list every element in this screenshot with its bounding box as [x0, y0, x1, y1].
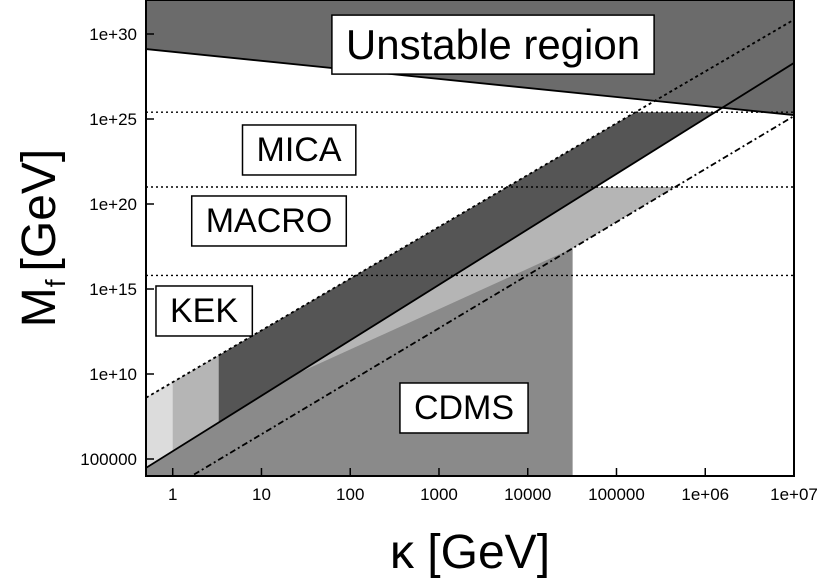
x-tick-label-3: 1000 [420, 485, 458, 504]
x-tick-label-1: 10 [252, 485, 271, 504]
y-tick-label-5: 1e+30 [89, 25, 137, 44]
y-tick-label-3: 1e+20 [89, 195, 137, 214]
svg-text:Mf[GeV]: Mf [GeV] [13, 149, 71, 327]
cdms-label-group: CDMS [399, 382, 529, 434]
y-axis-title-main: M [13, 287, 66, 327]
region-labels: Unstable region MICA MACRO KEK CDMS [155, 14, 655, 434]
cdms-label-box [399, 382, 529, 434]
y-axis-title-unit: [GeV] [13, 149, 66, 272]
axes: 1 10 100 1000 10000 100000 1e+06 1e+07 100000 1e+… [80, 25, 818, 504]
macro-label-group: MACRO [190, 195, 348, 247]
mica-label-group: MICA [241, 124, 357, 176]
x-tick-label-4: 10000 [504, 485, 551, 504]
y-tick-label-0: 100000 [80, 450, 137, 469]
x-tick-label-6: 1e+06 [681, 485, 729, 504]
line-B [146, 62, 794, 469]
x-tick-label-2: 100 [336, 485, 364, 504]
y-tick-label-2: 1e+15 [89, 280, 137, 299]
kek-label-group: KEK [155, 285, 254, 337]
y-axis-title: Mf [GeV] [13, 149, 71, 327]
unstable-region-label: Unstable region [346, 21, 640, 68]
x-axis-title: κ [GeV] [390, 526, 550, 579]
line-A [146, 18, 794, 399]
unstable-boundary-line [146, 48, 794, 116]
cdms-label: CDMS [414, 389, 514, 427]
unstable-region-label-box [331, 14, 655, 75]
y-tick-label-4: 1e+25 [89, 110, 137, 129]
mica-label-box [241, 124, 357, 176]
macro-label-box [190, 195, 348, 247]
y-axis-title-subscript: f [40, 279, 71, 287]
x-tick-label-5: 100000 [588, 485, 645, 504]
mica-label: MICA [257, 131, 342, 169]
x-tick-label-0: 1 [168, 485, 177, 504]
y-tick-label-1: 1e+10 [89, 365, 137, 384]
macro-label: MACRO [206, 202, 333, 240]
kek-label-box [155, 285, 254, 337]
plot-frame [145, 0, 795, 477]
unstable-region-label-group: Unstable region [331, 14, 655, 75]
kek-label: KEK [170, 292, 238, 330]
x-tick-label-7: 1e+07 [770, 485, 818, 504]
